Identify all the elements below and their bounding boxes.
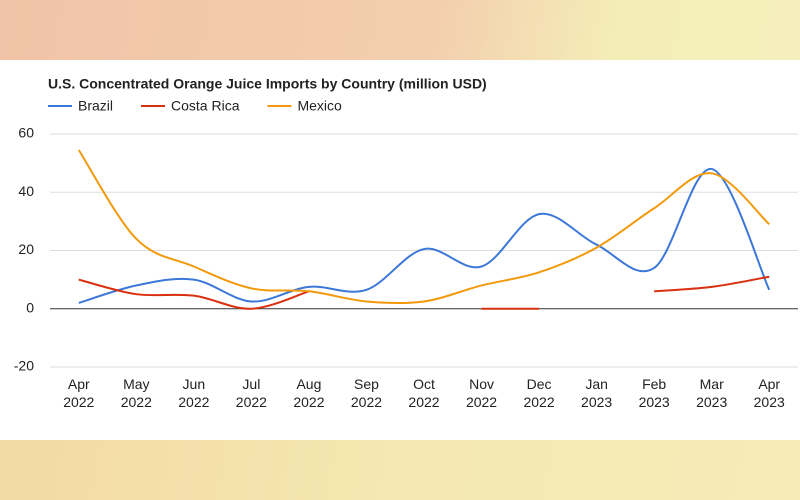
x-tick-label: May 2022 (120, 376, 152, 410)
x-tick-label: Jan 2023 (581, 376, 613, 410)
bottom-band (0, 440, 800, 500)
y-tick-label: 60 (18, 125, 34, 141)
series-line (78, 167, 771, 304)
x-tick-label: Oct 2022 (408, 376, 440, 410)
x-tick-label: Jun 2022 (178, 376, 210, 410)
series-line (78, 275, 770, 310)
legend-label: Brazil (78, 98, 113, 114)
y-tick-label: 20 (18, 241, 34, 257)
x-tick-label: Aug 2022 (293, 376, 325, 410)
x-tick-label: Apr 2023 (753, 376, 785, 410)
legend-label: Mexico (297, 98, 342, 114)
y-tick-label: 40 (18, 183, 34, 199)
x-tick-label: Dec 2022 (523, 376, 555, 410)
x-tick-label: Nov 2022 (465, 376, 498, 410)
legend-label: Costa Rica (171, 98, 240, 114)
x-tick-label: Mar 2023 (696, 376, 728, 410)
x-tick-label: Jul 2022 (235, 376, 267, 410)
chart-title: U.S. Concentrated Orange Juice Imports b… (48, 76, 487, 92)
y-tick-label: 0 (26, 299, 34, 315)
x-tick-label: Apr 2022 (63, 376, 95, 410)
series-line (77, 149, 770, 305)
x-tick-label: Sep 2022 (350, 376, 383, 410)
x-tick-label: Feb 2023 (638, 376, 670, 410)
y-tick-label: -20 (14, 358, 34, 374)
